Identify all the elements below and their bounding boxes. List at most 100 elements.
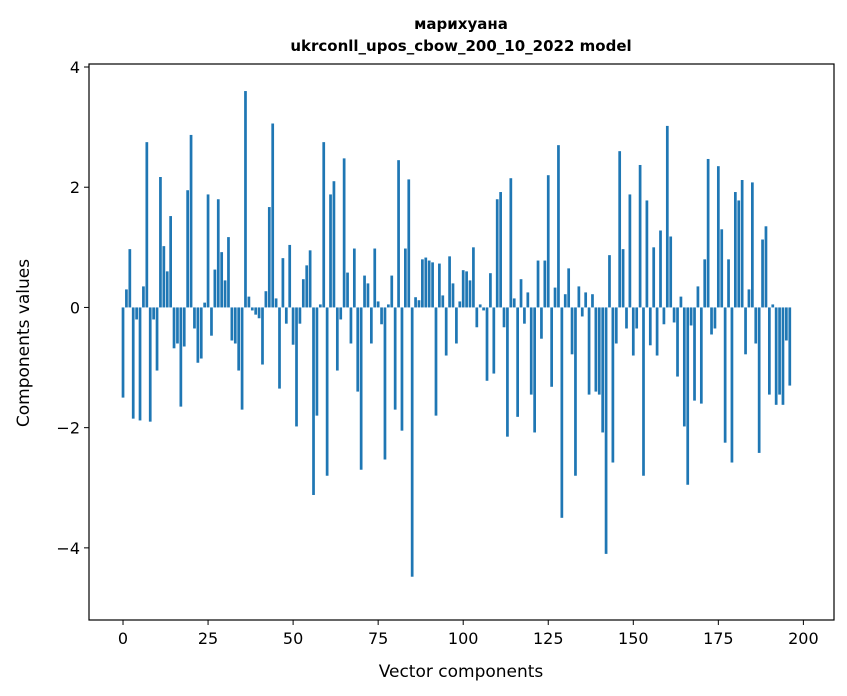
bar <box>237 307 241 371</box>
bar <box>553 287 557 308</box>
bar <box>693 307 696 401</box>
bar <box>710 307 713 335</box>
bar <box>254 307 258 315</box>
bar <box>322 142 326 308</box>
bar <box>352 248 356 308</box>
y-tick-label: 0 <box>70 298 80 317</box>
bar <box>642 307 645 476</box>
bar <box>478 304 482 308</box>
bar <box>703 259 707 308</box>
bar <box>278 307 281 389</box>
bar <box>546 175 550 308</box>
bar <box>369 307 373 344</box>
bar <box>591 294 594 308</box>
bar <box>665 125 669 308</box>
bar <box>346 272 349 308</box>
bar <box>189 134 193 308</box>
bar <box>414 297 417 308</box>
bar <box>540 307 543 339</box>
bar <box>723 307 727 443</box>
bar <box>652 247 656 308</box>
bar <box>465 271 468 308</box>
bar <box>298 307 302 324</box>
bar <box>291 307 295 345</box>
bar <box>305 265 309 308</box>
bar <box>438 263 441 308</box>
bar <box>264 291 268 308</box>
bar <box>519 279 523 308</box>
bar <box>597 307 601 395</box>
x-tick-label: 200 <box>788 629 819 648</box>
bar <box>628 194 632 308</box>
bar <box>621 249 625 308</box>
bar <box>366 283 370 308</box>
bar <box>199 307 203 359</box>
bar <box>196 307 200 363</box>
bar <box>727 259 730 308</box>
bar <box>335 307 339 371</box>
bar <box>131 307 135 419</box>
chart-title-line2: ukrconll_upos_cbow_200_10_2022 model <box>290 37 631 55</box>
bar <box>740 180 744 308</box>
bar <box>492 307 496 374</box>
bar <box>274 298 278 308</box>
bar <box>206 194 210 308</box>
bar <box>730 307 734 463</box>
bar <box>659 230 662 308</box>
bar <box>577 286 581 308</box>
bar <box>284 307 288 324</box>
bar <box>363 275 366 308</box>
bar <box>142 286 145 308</box>
bar <box>410 307 414 577</box>
bar <box>648 307 652 346</box>
bar <box>295 307 298 427</box>
bar <box>672 307 676 323</box>
plot-frame <box>88 63 835 621</box>
bar <box>169 216 172 308</box>
bar <box>669 236 673 308</box>
bar <box>601 307 605 433</box>
bar <box>227 237 230 308</box>
bar <box>387 304 390 308</box>
bar <box>193 307 196 329</box>
bar <box>682 307 686 427</box>
bar <box>785 307 788 341</box>
bar <box>216 199 220 308</box>
bar <box>781 307 785 405</box>
bar <box>533 307 536 433</box>
bar <box>475 307 479 328</box>
bar <box>706 158 710 308</box>
bar <box>499 192 502 308</box>
bar <box>373 248 377 308</box>
bar <box>441 295 445 308</box>
bar <box>676 307 679 377</box>
bar <box>281 258 285 308</box>
bar <box>179 307 183 407</box>
bar <box>635 307 639 329</box>
x-axis-label: Vector components <box>379 662 544 682</box>
bar <box>570 307 574 355</box>
bar <box>220 252 224 308</box>
bar <box>138 307 142 421</box>
bar <box>761 239 764 308</box>
bar <box>543 260 547 308</box>
bar <box>393 307 397 410</box>
bar <box>233 307 237 344</box>
bar <box>516 307 519 417</box>
y-axis-ticks: −4 −2 0 2 4 <box>56 58 89 558</box>
bar <box>121 307 125 398</box>
bar <box>560 307 564 518</box>
bar <box>536 260 540 308</box>
x-tick-label: 25 <box>198 629 218 648</box>
x-tick-label: 50 <box>283 629 303 648</box>
bar <box>339 307 343 320</box>
bar <box>604 307 608 554</box>
bar <box>400 307 404 431</box>
bar <box>699 307 703 404</box>
x-tick-label: 150 <box>618 629 649 648</box>
bar <box>162 246 166 308</box>
bar <box>485 307 489 381</box>
bar <box>318 304 322 308</box>
bar <box>261 307 264 365</box>
